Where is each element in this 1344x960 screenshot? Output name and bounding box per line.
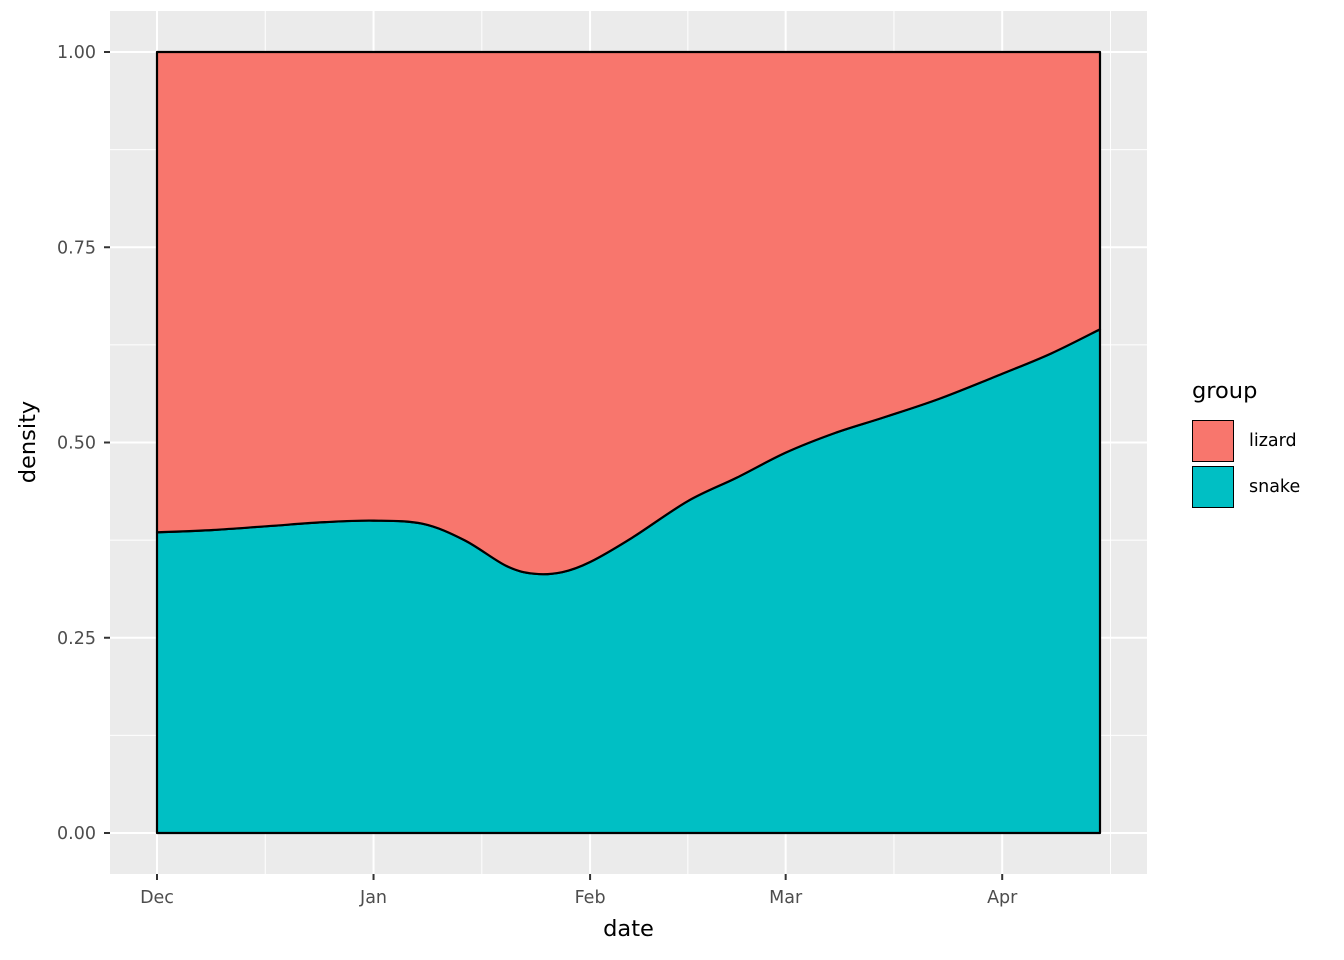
y-tick-label: 1.00 — [57, 43, 96, 63]
x-tick-label: Dec — [140, 888, 174, 908]
x-tick-label: Mar — [769, 888, 803, 908]
y-tick-label: 0.25 — [57, 629, 96, 649]
legend-title: group — [1192, 378, 1258, 404]
area-lizard — [155, 50, 1102, 576]
legend-item-lizard: lizard — [1192, 420, 1300, 462]
y-tick-label: 0.75 — [57, 238, 96, 258]
y-axis-title: density — [15, 400, 41, 484]
legend-label-snake: snake — [1249, 477, 1301, 497]
legend-swatch-snake — [1192, 466, 1234, 508]
y-tick-label: 0.50 — [57, 434, 96, 454]
legend: group lizard snake — [1192, 378, 1300, 512]
legend-item-snake: snake — [1192, 466, 1300, 508]
x-tick-label: Apr — [987, 888, 1018, 908]
y-tick-label: 0.00 — [57, 824, 96, 844]
legend-label-lizard: lizard — [1249, 431, 1297, 451]
x-tick-label: Jan — [359, 888, 387, 908]
legend-swatch-lizard — [1192, 420, 1234, 462]
x-tick-label: Feb — [575, 888, 606, 908]
x-axis-title: date — [603, 916, 654, 942]
